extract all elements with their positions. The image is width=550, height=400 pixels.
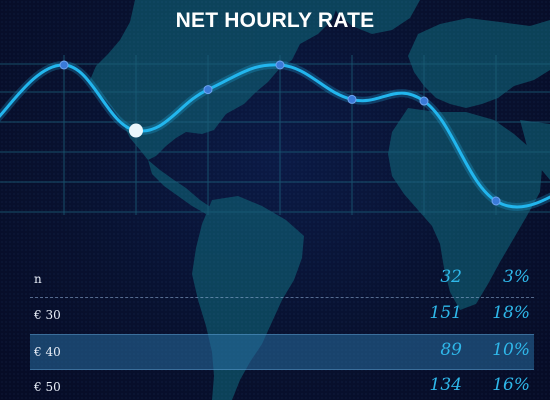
data-point[interactable] [419,96,429,106]
row-percent: 16% [492,375,530,395]
chart-title: NET HOURLY RATE [175,9,375,32]
series-line-glow [0,60,550,211]
data-point-highlighted[interactable] [129,123,143,138]
data-point[interactable] [275,60,285,70]
row-percent: 10% [492,340,530,360]
row-label: € 40 [34,345,61,359]
row-label: € 50 [34,380,61,394]
table-row[interactable]: n 32 3% [30,262,534,298]
table-row[interactable]: € 40 89 10% [30,334,534,370]
data-point[interactable] [203,85,213,95]
data-point[interactable] [347,94,357,104]
row-label: n [34,272,42,286]
data-point[interactable] [59,60,69,70]
series-line [0,63,550,209]
row-count: 89 [440,340,462,360]
row-label: € 30 [34,308,61,322]
rate-table: n 32 3% € 30 151 18% € 40 89 10% € 50 134 16% [0,262,550,400]
row-count: 151 [429,303,462,323]
row-count: 134 [429,375,462,395]
table-row[interactable]: € 50 134 16% [30,370,534,400]
row-percent: 3% [503,267,530,287]
row-percent: 18% [492,303,530,323]
table-row[interactable]: € 30 151 18% [30,298,534,334]
data-point[interactable] [491,196,501,206]
row-count: 32 [440,267,462,287]
